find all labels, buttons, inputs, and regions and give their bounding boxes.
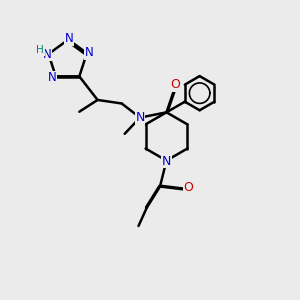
Text: N: N [162,155,171,168]
Text: O: O [171,78,181,91]
Text: O: O [183,182,193,194]
Text: N: N [135,111,145,124]
Text: N: N [65,32,74,45]
Text: N: N [48,71,57,84]
Text: N: N [85,46,93,59]
Text: H: H [36,46,44,56]
Text: N: N [43,47,51,61]
